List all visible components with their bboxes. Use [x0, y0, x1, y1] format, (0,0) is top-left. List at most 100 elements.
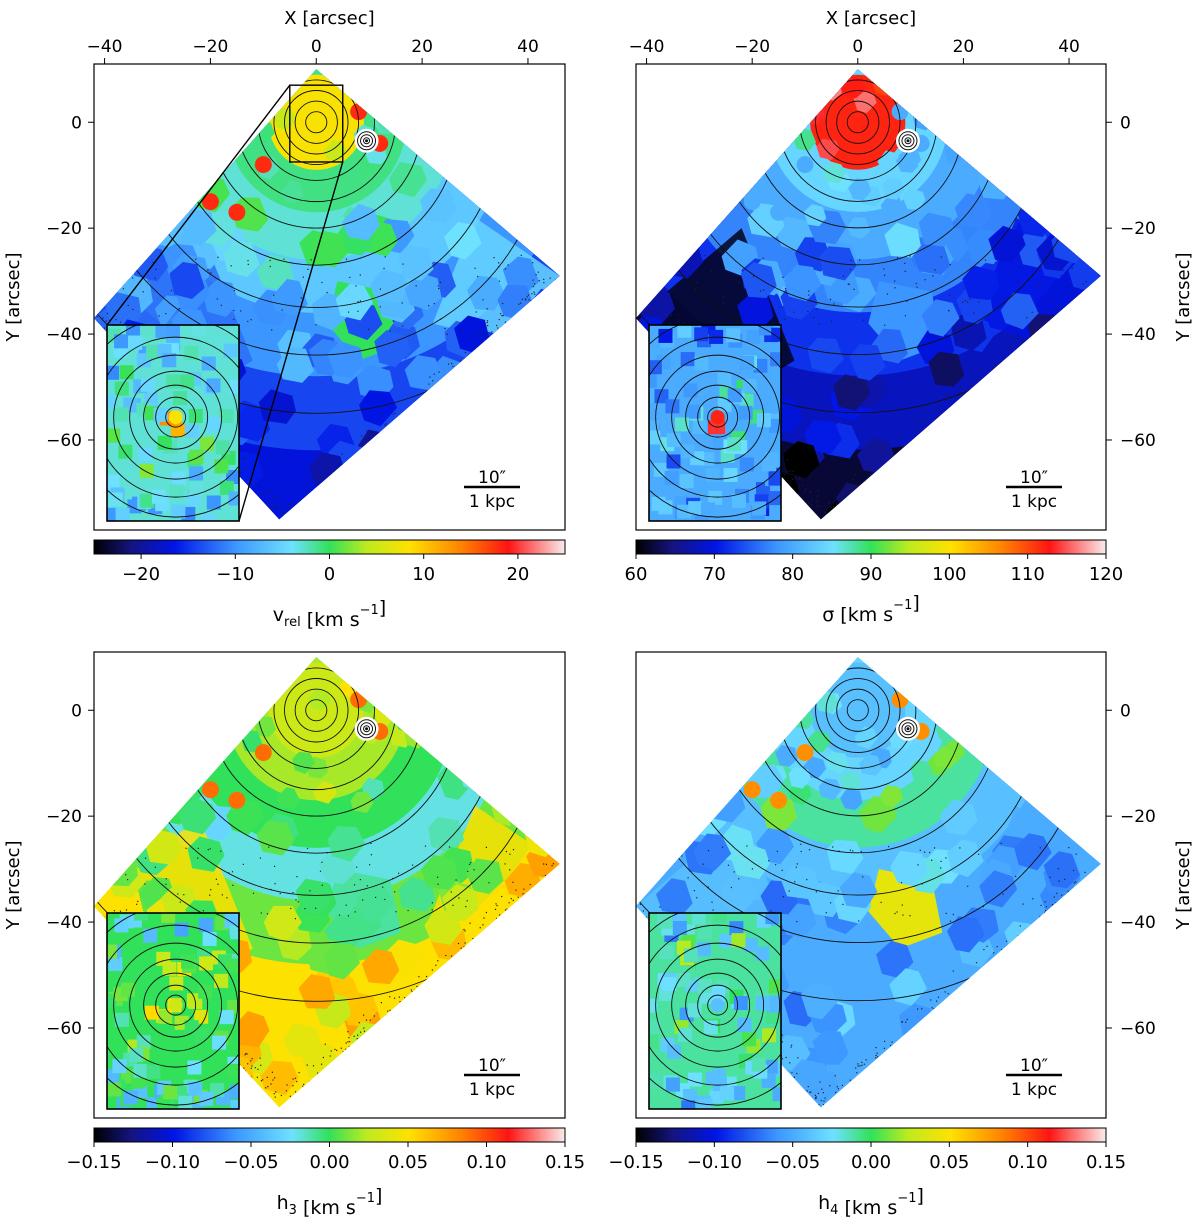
- voronoi-bin: [664, 80, 703, 117]
- voronoi-bin: [1050, 428, 1087, 465]
- star-dot: [969, 298, 971, 301]
- star-dot: [270, 502, 272, 504]
- inset-isophote: [655, 942, 781, 1068]
- star-dot: [271, 508, 273, 510]
- voronoi-bin: [506, 973, 544, 1009]
- star-dot: [902, 914, 904, 916]
- inset-bin: [697, 978, 712, 993]
- inset-bin: [738, 405, 753, 420]
- voronoi-bin: [987, 133, 1025, 169]
- voronoi-bin: [223, 240, 260, 277]
- star-dot: [122, 288, 124, 290]
- star-dot: [1092, 263, 1094, 266]
- colorbar-label-main: h: [818, 1192, 830, 1214]
- voronoi-bin: [477, 165, 515, 201]
- voronoi-bin: [398, 876, 435, 912]
- star-dot: [106, 312, 108, 315]
- inset-frame: [648, 324, 782, 522]
- star-dot: [548, 296, 550, 298]
- star-dot: [785, 472, 787, 474]
- star-dot: [372, 442, 374, 444]
- star-dot: [95, 899, 97, 901]
- inset-bin: [727, 388, 742, 403]
- star-dot: [1031, 330, 1033, 332]
- star-dot: [788, 890, 790, 892]
- central-inset: [106, 324, 240, 522]
- voronoi-bin: [233, 405, 271, 442]
- star-dot: [207, 849, 209, 851]
- star-dot: [279, 508, 281, 510]
- star-dot: [630, 315, 631, 316]
- companion-isophote: [901, 134, 915, 148]
- star-dot: [805, 515, 807, 518]
- star-dot: [470, 862, 472, 864]
- star-dot: [209, 848, 211, 850]
- outlier-bin: [254, 156, 272, 174]
- star-dot: [855, 1067, 857, 1069]
- star-dot: [862, 876, 864, 878]
- voronoi-bin: [876, 940, 914, 979]
- star-dot: [645, 916, 647, 918]
- star-dot: [514, 903, 516, 905]
- star-dot: [847, 283, 849, 285]
- inset-bin: [114, 334, 129, 349]
- star-dot: [1051, 302, 1053, 304]
- star-dot: [292, 1078, 294, 1080]
- star-dot: [283, 511, 285, 513]
- star-dot: [101, 308, 103, 310]
- star-dot: [132, 277, 134, 279]
- star-dot: [1064, 878, 1066, 880]
- star-dot: [791, 1080, 793, 1082]
- voronoi-bin: [404, 355, 443, 391]
- star-dot: [1031, 335, 1033, 337]
- star-dot: [950, 996, 953, 999]
- star-dot: [639, 923, 641, 925]
- star-dot: [903, 1045, 905, 1047]
- star-dot: [543, 863, 545, 865]
- star-dot: [85, 925, 86, 926]
- inset-isophote: [143, 972, 209, 1038]
- star-dot: [875, 1047, 877, 1049]
- inset-isophote: [129, 958, 223, 1052]
- star-dot: [533, 299, 535, 301]
- star-dot: [272, 1113, 273, 1114]
- star-dot: [801, 484, 804, 487]
- star-dot: [447, 363, 450, 365]
- voronoi-bin: [902, 188, 926, 210]
- star-dot: [909, 255, 911, 257]
- star-dot: [389, 996, 391, 998]
- star-dot: [790, 1101, 792, 1103]
- star-dot: [269, 259, 271, 262]
- star-dot: [306, 847, 309, 850]
- star-dot: [509, 910, 511, 912]
- star-dot: [940, 867, 942, 869]
- star-dot: [1005, 940, 1008, 942]
- voronoi-bin: [483, 422, 520, 459]
- inset-bin: [200, 436, 215, 451]
- voronoi-bin: [670, 174, 709, 211]
- star-dot: [859, 259, 861, 261]
- star-dot: [990, 960, 992, 963]
- star-dot: [1053, 896, 1055, 898]
- colorbar-tick-label: 0.15: [545, 1152, 585, 1173]
- star-dot: [935, 426, 937, 429]
- star-dot: [348, 1051, 350, 1053]
- voronoi-bin: [914, 239, 951, 275]
- star-dot: [461, 954, 463, 956]
- star-dot: [427, 995, 429, 997]
- star-dot: [87, 920, 88, 921]
- voronoi-bin: [839, 872, 878, 909]
- voronoi-bin: [833, 374, 870, 411]
- star-dot: [1037, 310, 1039, 312]
- star-dot: [738, 281, 740, 283]
- star-dot: [507, 264, 509, 266]
- star-dot: [802, 510, 804, 512]
- star-dot: [850, 268, 852, 271]
- colorbar-label: h4 [km s−1]: [818, 1185, 924, 1219]
- star-dot: [905, 1021, 907, 1023]
- voronoi-bin: [160, 78, 199, 114]
- colorbar-label-exp: −1: [360, 603, 379, 618]
- scale-bar-physical: 1 kpc: [469, 492, 515, 512]
- star-dot: [1090, 290, 1092, 292]
- star-dot: [303, 1083, 305, 1085]
